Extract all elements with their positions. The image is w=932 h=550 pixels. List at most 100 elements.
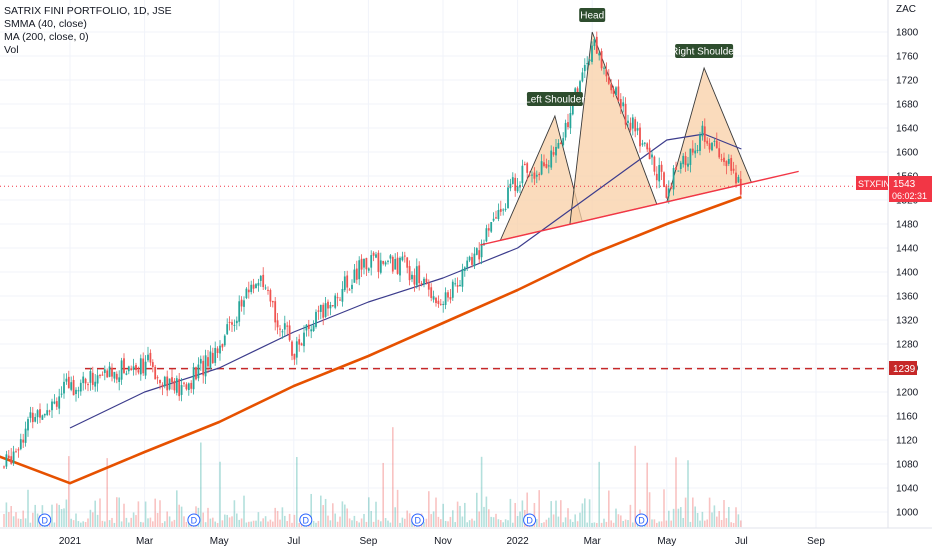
- candle-body: [293, 353, 296, 360]
- volume-bar: [668, 510, 670, 527]
- time-tick-label: Nov: [434, 536, 452, 547]
- dividend-marker[interactable]: D: [299, 513, 313, 527]
- volume-bar: [646, 462, 648, 527]
- volume-bar: [53, 522, 56, 527]
- volume-bar: [310, 493, 312, 527]
- time-axis[interactable]: 92021MarMayJulSepNov2022MarMayJulSep: [0, 536, 825, 547]
- time-tick-label: 2022: [506, 536, 529, 547]
- price-axis[interactable]: ZAC 180017601720168016401600156015201480…: [896, 4, 919, 519]
- volume-bar: [348, 518, 351, 527]
- volume-bar: [480, 456, 483, 527]
- legend-ma200[interactable]: MA (200, close, 0): [4, 31, 89, 43]
- candle-body: [96, 375, 99, 384]
- candle-body: [34, 417, 37, 422]
- candle-body: [624, 103, 627, 125]
- candle-body: [207, 357, 209, 367]
- candle-body: [223, 335, 226, 346]
- dividend-marker[interactable]: D: [523, 513, 537, 527]
- candle-body: [526, 163, 529, 173]
- candle-body: [190, 382, 193, 389]
- candle-body: [730, 158, 733, 171]
- volume-bar: [466, 522, 468, 527]
- volume-bar: [20, 518, 22, 527]
- candle-body: [154, 366, 157, 380]
- candle-body: [631, 117, 634, 129]
- volume-bar: [675, 457, 677, 527]
- annotation-right-shoulder[interactable]: Right Shoulder: [671, 44, 738, 58]
- candle-body: [204, 355, 207, 377]
- volume-bar: [372, 521, 375, 527]
- candle-body: [684, 156, 687, 166]
- legend-volume[interactable]: Vol: [4, 44, 19, 56]
- dividend-marker[interactable]: D: [635, 513, 648, 527]
- candle-body: [106, 370, 109, 378]
- volume-bar: [240, 518, 243, 527]
- volume-bar: [648, 492, 651, 527]
- annotation-left-shoulder[interactable]: Left Shoulder: [525, 92, 585, 106]
- volume-bar: [603, 518, 605, 527]
- volume-bar: [521, 500, 524, 527]
- candle-body: [430, 287, 433, 298]
- candle-body: [435, 297, 437, 304]
- head-and-shoulders-pattern[interactable]: [499, 31, 753, 242]
- volume-bar: [543, 522, 545, 527]
- level-badge-price: 1239: [893, 364, 916, 375]
- legend-smma[interactable]: SMMA (40, close): [4, 18, 87, 30]
- volume-bar: [461, 516, 464, 527]
- candle-body: [358, 260, 361, 280]
- candle-body: [211, 352, 214, 363]
- volume-bar: [735, 507, 737, 527]
- volume-bar: [672, 508, 675, 527]
- volume-bar: [168, 516, 171, 527]
- candle-body: [521, 165, 524, 184]
- volume-bar: [94, 500, 96, 527]
- candle-body: [257, 282, 260, 286]
- volume-bar: [610, 520, 612, 527]
- legend-title[interactable]: SATRIX FINI PORTFOLIO, 1D, JSE: [4, 5, 172, 17]
- candle-body: [87, 384, 89, 386]
- candle-body: [288, 325, 291, 341]
- dividend-circle: [411, 513, 425, 527]
- symbol-badge-price: 1543: [893, 179, 916, 190]
- volume-bar: [159, 500, 161, 527]
- candle-body: [298, 339, 301, 345]
- candle-body: [295, 341, 298, 358]
- dividend-marker[interactable]: D: [411, 513, 425, 527]
- time-tick-label: Jul: [287, 536, 300, 547]
- candle-body: [267, 289, 269, 291]
- dividend-marker[interactable]: D: [38, 513, 52, 527]
- annotation-head[interactable]: Head: [579, 8, 606, 22]
- volume-bar: [689, 521, 692, 527]
- volume-bar: [75, 513, 77, 527]
- price-tick-label: 1200: [896, 388, 919, 399]
- volume-bar: [437, 516, 440, 527]
- candle-body: [495, 217, 497, 219]
- price-tick-label: 1320: [896, 316, 919, 327]
- candle-body: [591, 45, 593, 62]
- candle-body: [139, 358, 142, 375]
- candle-body: [634, 119, 637, 132]
- candle-body: [72, 379, 75, 396]
- volume-bar: [473, 520, 476, 527]
- volume-bar: [658, 521, 660, 527]
- volume-bar: [723, 500, 725, 527]
- volume-bar: [336, 521, 339, 527]
- neckline-trendline[interactable]: [480, 170, 799, 246]
- time-tick-label: May: [657, 536, 676, 547]
- pattern-labels[interactable]: Left Shoulder Head Right Shoulder: [525, 8, 738, 106]
- candle-body: [648, 147, 651, 160]
- candle-body: [449, 297, 452, 300]
- dividend-marker[interactable]: D: [187, 513, 201, 527]
- candle-body: [663, 172, 665, 187]
- volume-bar: [725, 518, 728, 527]
- candle-body: [547, 165, 550, 167]
- candle-body: [360, 258, 363, 270]
- volume-bar: [442, 503, 444, 527]
- volume-bar: [711, 512, 713, 527]
- candle-body: [694, 150, 697, 154]
- candle-body: [531, 174, 533, 176]
- volume-bar: [538, 490, 540, 527]
- candle-body: [269, 290, 272, 302]
